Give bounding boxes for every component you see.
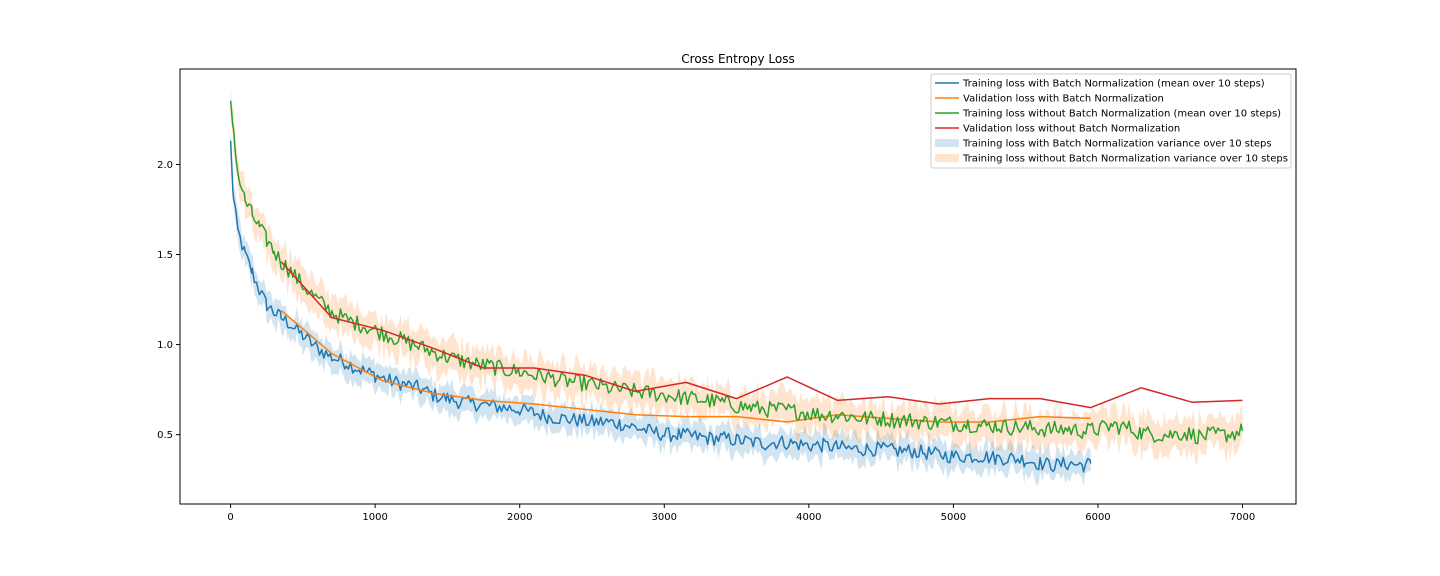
legend-entry-label: Training loss without Batch Normalizatio…: [962, 154, 1288, 165]
y-tick-label: 2.0: [157, 160, 173, 171]
legend-entry-label: Training loss with Batch Normalization v…: [962, 139, 1272, 150]
variance-band-2: [230, 89, 1243, 466]
legend-entry-label: Validation loss with Batch Normalization: [963, 94, 1164, 105]
x-tick-label: 4000: [796, 512, 821, 523]
x-tick-label: 2000: [507, 512, 532, 523]
series-line-val-no-bn: [280, 261, 1243, 409]
y-tick-label: 1.0: [157, 340, 173, 351]
legend-band-swatch: [935, 154, 959, 162]
x-tick-label: 1000: [362, 512, 387, 523]
x-axis: 0 1000 2000 3000 4000 5000 6000 7000: [227, 504, 1255, 523]
legend-box: [930, 73, 1292, 169]
x-tick-label: 0: [227, 512, 233, 523]
series-lines: [229, 100, 1244, 473]
x-tick-label: 5000: [941, 512, 966, 523]
series-line-val-bn: [280, 309, 1091, 423]
legend-band-swatch: [935, 139, 959, 147]
series-line-train-bn: [229, 140, 1092, 473]
x-tick-label: 7000: [1230, 512, 1255, 523]
x-tick-label: 6000: [1085, 512, 1110, 523]
legend-entry-label: Training loss without Batch Normalizatio…: [962, 109, 1281, 120]
y-tick-label: 0.5: [157, 430, 173, 441]
legend-entry-label: Training loss with Batch Normalization (…: [962, 79, 1265, 90]
y-axis: 0.5 1.0 1.5 2.0: [157, 160, 180, 441]
plot-frame: [179, 68, 1297, 505]
legend-entry-label: Validation loss without Batch Normalizat…: [963, 124, 1180, 135]
x-tick-label: 3000: [652, 512, 677, 523]
legend: Training loss with Batch Normalization (…: [930, 73, 1292, 169]
y-tick-label: 1.5: [157, 250, 173, 261]
series-line-train-no-bn: [229, 100, 1244, 445]
chart-title: Cross Entropy Loss: [681, 52, 794, 66]
